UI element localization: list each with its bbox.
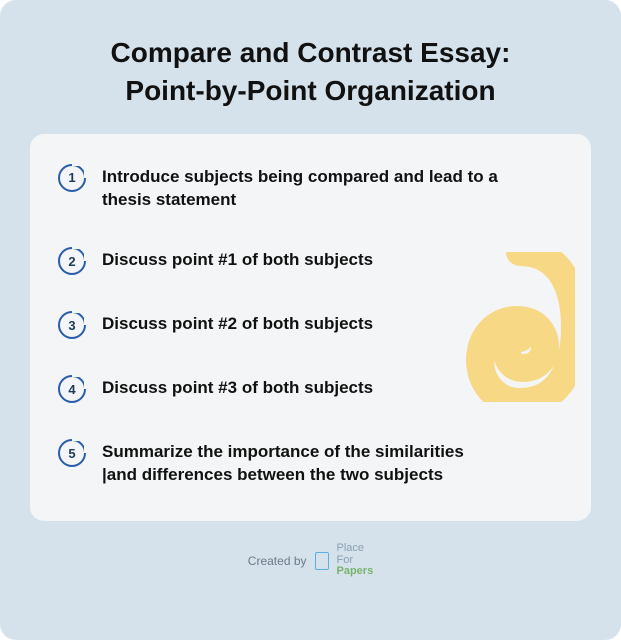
step-badge: 5	[58, 439, 86, 467]
brand-line: Papers	[337, 565, 374, 577]
step-number: 5	[68, 446, 75, 461]
paper-icon	[315, 552, 329, 570]
step-number: 4	[68, 382, 75, 397]
step-number: 3	[68, 318, 75, 333]
content-box: 1 Introduce subjects being compared and …	[30, 134, 591, 522]
step-text: Discuss point #3 of both subjects	[102, 375, 373, 400]
step-row: 1 Introduce subjects being compared and …	[58, 164, 563, 212]
brand-line: For	[337, 554, 354, 566]
step-text: Discuss point #2 of both subjects	[102, 311, 373, 336]
swirl-icon	[465, 252, 575, 402]
step-number: 2	[68, 254, 75, 269]
title: Compare and Contrast Essay: Point-by-Poi…	[111, 34, 511, 110]
step-row: 5 Summarize the importance of the simila…	[58, 439, 563, 487]
step-text: Discuss point #1 of both subjects	[102, 247, 373, 272]
step-text: Introduce subjects being compared and le…	[102, 164, 498, 212]
brand-line: Place	[337, 542, 365, 554]
step-badge: 1	[58, 164, 86, 192]
footer: Created by Place For Papers	[248, 543, 373, 578]
step-badge: 3	[58, 311, 86, 339]
step-badge: 4	[58, 375, 86, 403]
created-by-label: Created by	[248, 554, 307, 568]
step-text: Summarize the importance of the similari…	[102, 439, 464, 487]
step-badge: 2	[58, 247, 86, 275]
step-number: 1	[68, 170, 75, 185]
infographic-card: Compare and Contrast Essay: Point-by-Poi…	[0, 0, 621, 640]
brand-name: Place For Papers	[337, 543, 374, 578]
